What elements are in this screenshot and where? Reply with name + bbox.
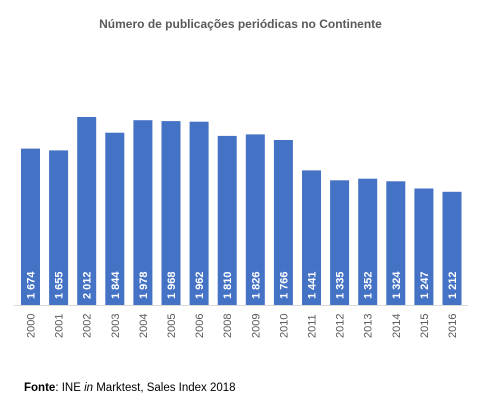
- x-tick-label-2012: 2012: [335, 314, 347, 338]
- bar-2013: [358, 178, 378, 305]
- data-label-2002: 2 012: [82, 271, 94, 299]
- x-tick-label-2003: 2003: [110, 314, 122, 338]
- data-label-2013: 1 352: [363, 271, 375, 299]
- x-tick-label-2006: 2006: [194, 314, 206, 338]
- chart-title: Número de publicações periódicas no Cont…: [99, 17, 382, 31]
- bar-2004: [133, 120, 153, 305]
- data-label-2016: 1 212: [447, 271, 459, 299]
- data-label-2009: 1 826: [250, 271, 262, 299]
- bar-2006: [189, 121, 209, 305]
- source-connector: in: [84, 382, 94, 394]
- source-label: Fonte: [24, 382, 56, 394]
- data-label-2001: 1 655: [54, 271, 66, 299]
- bar-2002: [77, 117, 97, 305]
- data-label-2008: 1 810: [222, 271, 234, 299]
- data-label-2014: 1 324: [391, 271, 403, 299]
- bar-2012: [330, 180, 350, 305]
- x-tick-label-2016: 2016: [447, 314, 459, 338]
- bar-2011: [302, 170, 321, 305]
- data-label-2000: 1 674: [26, 271, 38, 299]
- x-tick-label-2004: 2004: [138, 314, 150, 338]
- x-tick-label-2002: 2002: [82, 314, 94, 338]
- x-tick-label-2001: 2001: [54, 314, 66, 338]
- data-label-2006: 1 962: [194, 271, 206, 299]
- x-tick-label-2014: 2014: [391, 314, 403, 338]
- data-label-2015: 1 247: [419, 271, 431, 299]
- bar-2010: [273, 140, 293, 305]
- bar-2015: [414, 188, 434, 305]
- data-label-2004: 1 978: [138, 271, 150, 299]
- data-label-2003: 1 844: [110, 271, 122, 299]
- bar-2000: [21, 148, 40, 305]
- source-separator: :: [55, 382, 62, 394]
- bar-2001: [49, 150, 69, 305]
- x-tick-label-2008: 2008: [222, 314, 234, 338]
- x-tick-label-2005: 2005: [166, 314, 178, 338]
- x-tick-label-2013: 2013: [363, 314, 375, 338]
- bar-2009: [245, 134, 265, 305]
- bar-2008: [217, 135, 237, 305]
- data-label-2012: 1 335: [335, 271, 347, 299]
- source-org: INE: [61, 382, 85, 394]
- bar-2014: [386, 181, 406, 305]
- x-tick-label-2010: 2010: [278, 314, 290, 338]
- bar-2003: [105, 132, 125, 305]
- data-label-2005: 1 968: [166, 271, 178, 299]
- source-rest: Marktest, Sales Index 2018: [93, 382, 236, 394]
- bar-2016: [442, 191, 462, 305]
- x-tick-label-2015: 2015: [419, 314, 431, 338]
- x-tick-label-2011: 2011: [307, 314, 319, 338]
- x-tick-label-2009: 2009: [250, 314, 262, 338]
- x-tick-label-2000: 2000: [26, 314, 38, 338]
- data-label-2011: 1 441: [307, 271, 319, 299]
- data-label-2010: 1 766: [278, 271, 290, 299]
- bar-2005: [161, 121, 181, 305]
- source-note: Fonte: INE in Marktest, Sales Index 2018: [24, 382, 236, 394]
